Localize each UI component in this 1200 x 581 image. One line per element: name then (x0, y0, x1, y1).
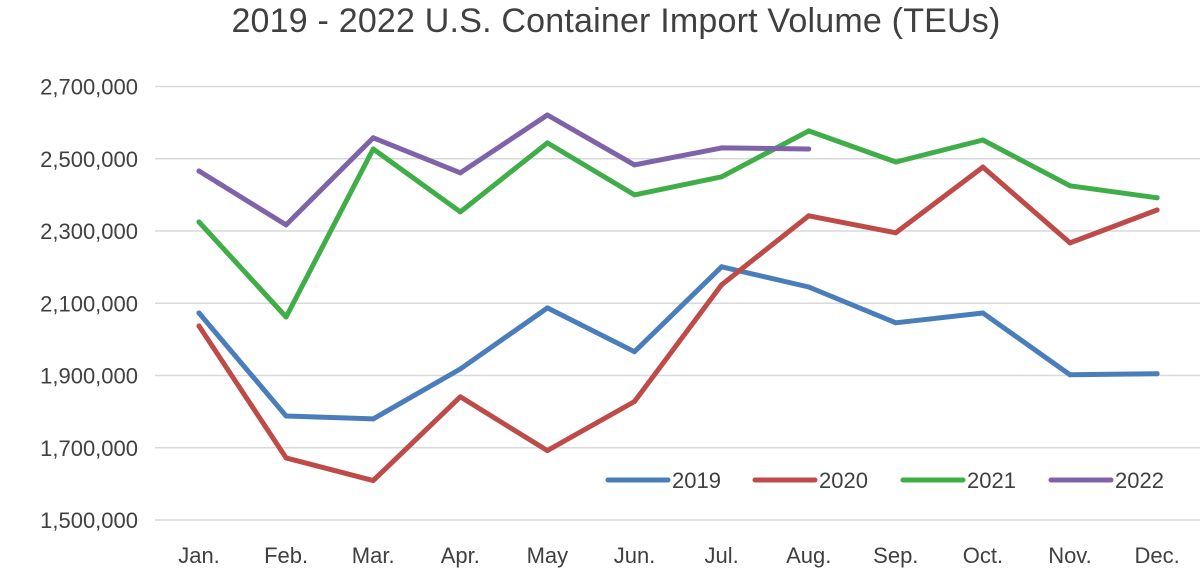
legend-label-2021: 2021 (967, 468, 1016, 493)
gridlines (155, 85, 1200, 521)
data-point-2021 (893, 159, 899, 165)
legend-label-2022: 2022 (1115, 468, 1164, 493)
series-line-2020 (196, 164, 1160, 484)
data-point-2020 (806, 213, 812, 219)
data-point-2020 (980, 164, 986, 170)
data-point-2022 (370, 135, 376, 141)
data-point-2019 (719, 264, 725, 270)
x-tick-label: Nov. (1048, 543, 1092, 568)
data-point-2022 (719, 145, 725, 151)
legend: 2019 2020 2021 2022 (605, 468, 1164, 493)
data-point-2020 (196, 323, 202, 329)
x-axis-ticks: Jan. Feb. Mar. Apr. May Jun. Jul. Aug. Sep. Oct. N… (178, 543, 1180, 568)
data-point-2022 (283, 222, 289, 228)
data-point-2019 (457, 366, 463, 372)
data-point-2019 (806, 284, 812, 290)
data-point-2021 (370, 146, 376, 152)
data-point-2019 (196, 310, 202, 316)
legend-label-2019: 2019 (672, 468, 721, 493)
series-line-2022 (196, 112, 812, 228)
data-point-2019 (283, 413, 289, 419)
data-point-2020 (457, 394, 463, 400)
y-tick-label: 1,700,000 (40, 436, 138, 461)
data-point-2020 (1154, 207, 1160, 213)
x-tick-label: Jun. (614, 543, 656, 568)
series-line-2021 (196, 128, 1160, 320)
data-point-2022 (196, 168, 202, 174)
data-point-2019 (370, 416, 376, 422)
data-point-2021 (1154, 195, 1160, 201)
y-tick-label: 2,700,000 (40, 75, 138, 100)
data-point-2019 (632, 349, 637, 355)
data-point-2020 (719, 282, 725, 288)
x-tick-label: Sep. (873, 543, 918, 568)
data-point-2021 (719, 174, 725, 180)
chart-title: 2019 - 2022 U.S. Container Import Volume… (231, 2, 1001, 40)
data-point-2020 (632, 399, 637, 405)
data-point-2020 (893, 230, 899, 236)
y-tick-label: 1,900,000 (40, 364, 138, 389)
data-point-2021 (1067, 183, 1073, 189)
data-point-2019 (1067, 372, 1073, 378)
data-point-2020 (1067, 240, 1073, 246)
data-point-2021 (980, 137, 986, 143)
data-point-2020 (370, 478, 376, 484)
x-tick-label: Feb. (264, 543, 308, 568)
data-point-2022 (806, 146, 812, 152)
x-tick-label: Dec. (1134, 543, 1179, 568)
x-tick-label: Oct. (963, 543, 1003, 568)
legend-label-2020: 2020 (819, 468, 868, 493)
y-tick-label: 2,100,000 (40, 291, 138, 316)
x-tick-label: Mar. (352, 543, 395, 568)
series-line-2019 (196, 264, 1160, 422)
y-tick-label: 1,500,000 (40, 508, 138, 533)
data-point-2019 (893, 320, 899, 326)
data-point-2019 (544, 305, 550, 311)
y-tick-label: 2,300,000 (40, 219, 138, 244)
data-point-2021 (457, 209, 463, 215)
data-point-2021 (806, 128, 812, 134)
data-point-2019 (980, 310, 986, 316)
x-tick-label: May (527, 543, 569, 568)
data-point-2021 (632, 192, 637, 198)
data-point-2021 (283, 314, 289, 320)
x-tick-label: Aug. (786, 543, 831, 568)
data-point-2020 (544, 448, 550, 454)
x-tick-label: Jan. (178, 543, 220, 568)
x-tick-label: Apr. (441, 543, 480, 568)
series-lines (196, 112, 1160, 484)
data-point-2021 (196, 219, 202, 225)
y-axis-ticks: 1,500,000 1,700,000 1,900,000 2,100,000 2,30… (40, 75, 138, 534)
y-tick-label: 2,500,000 (40, 147, 138, 172)
data-point-2020 (283, 455, 289, 461)
data-point-2022 (632, 162, 637, 168)
data-point-2022 (457, 170, 463, 176)
data-point-2019 (1154, 371, 1160, 377)
data-point-2021 (544, 140, 550, 146)
data-point-2022 (544, 112, 550, 118)
x-tick-label: Jul. (704, 543, 738, 568)
